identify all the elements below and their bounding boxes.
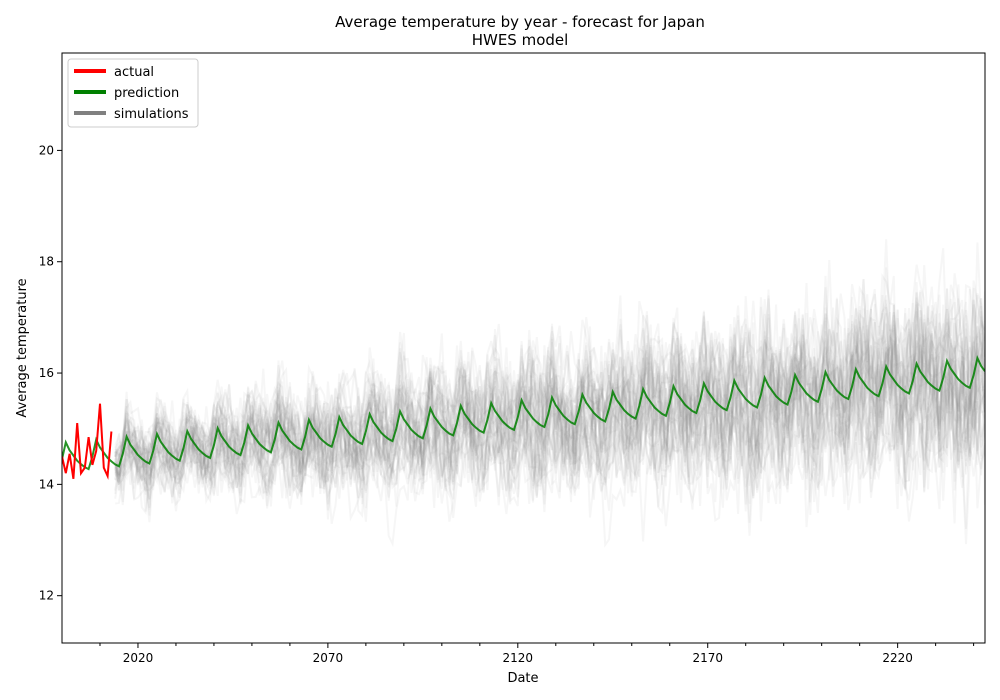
plot-frame: [61, 52, 986, 644]
simulations-layer: [114, 239, 985, 548]
legend-label-actual: actual: [114, 65, 154, 80]
x-tick-label: 2170: [692, 651, 723, 665]
y-tick-label: 16: [39, 366, 54, 380]
legend-label-simulations: simulations: [114, 107, 189, 122]
simulation-line: [114, 279, 985, 509]
x-tick-label: 2120: [503, 651, 534, 665]
simulation-line: [114, 248, 985, 548]
simulation-line: [114, 308, 985, 507]
simulation-line: [114, 307, 985, 505]
x-axis: 2020 2070 2120 2170 2220: [99, 643, 975, 665]
simulation-line: [114, 265, 985, 523]
y-axis-label: Average temperature: [15, 278, 30, 417]
simulation-line: [114, 324, 985, 516]
simulation-line: [114, 287, 985, 507]
simulation-line: [114, 242, 985, 513]
simulation-line: [114, 291, 985, 542]
simulation-line: [114, 291, 985, 508]
simulation-line: [114, 299, 985, 523]
actual-line: [62, 403, 113, 480]
simulation-line: [114, 297, 985, 511]
simulation-line: [114, 300, 985, 493]
simulation-line: [114, 295, 985, 505]
simulation-line: [114, 287, 985, 525]
legend-label-prediction: prediction: [114, 86, 179, 101]
x-axis-label: Date: [507, 671, 538, 686]
simulation-line: [114, 312, 985, 488]
x-tick-label: 2070: [313, 651, 344, 665]
x-tick-label: 2020: [123, 651, 154, 665]
y-tick-label: 20: [39, 143, 54, 157]
simulation-line: [114, 298, 985, 509]
x-tick-label: 2220: [882, 651, 913, 665]
chart-subtitle: HWES model: [472, 31, 569, 49]
simulation-line: [114, 267, 985, 486]
series-layer: [62, 355, 985, 480]
simulation-line: [114, 294, 985, 545]
simulation-line: [114, 264, 985, 499]
simulation-line: [114, 239, 985, 523]
simulation-line: [114, 295, 985, 507]
prediction-line: [62, 355, 985, 471]
y-axis: 12 14 16 18 20: [39, 143, 62, 603]
y-tick-label: 18: [39, 255, 54, 269]
simulation-line: [114, 329, 985, 522]
simulation-line: [114, 324, 985, 505]
simulation-line: [114, 288, 985, 509]
simulation-line: [114, 284, 985, 548]
simulation-line: [114, 304, 985, 512]
simulation-line: [114, 311, 985, 516]
legend-box: [67, 58, 199, 128]
simulation-line: [114, 304, 985, 519]
chart-title: Average temperature by year - forecast f…: [335, 13, 705, 31]
simulation-line: [114, 275, 985, 503]
legend: actual prediction simulations: [67, 58, 199, 128]
y-tick-label: 12: [39, 589, 54, 603]
simulation-line: [114, 308, 985, 494]
simulation-line: [114, 286, 985, 497]
y-tick-label: 14: [39, 477, 54, 491]
simulation-line: [114, 292, 985, 485]
